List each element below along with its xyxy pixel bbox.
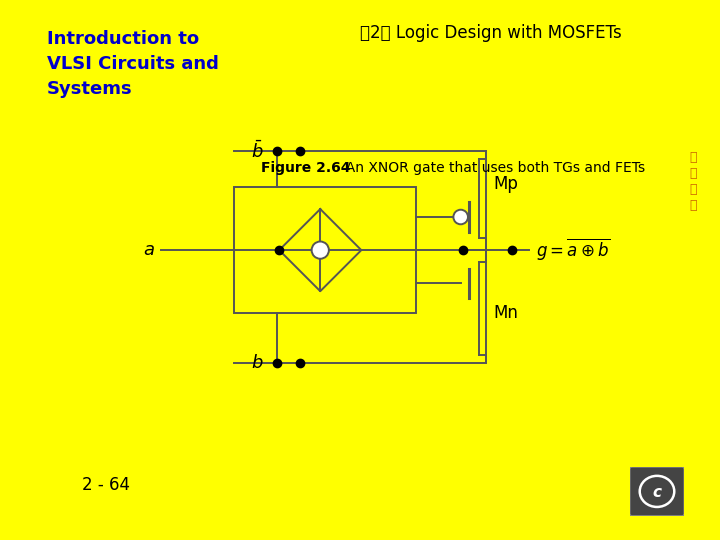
- Text: 抄
錄
圖
解: 抄 錄 圖 解: [689, 151, 696, 212]
- Bar: [234, 187, 416, 313]
- Text: $g = \overline{a \oplus b}$: $g = \overline{a \oplus b}$: [536, 237, 610, 263]
- Text: $b$: $b$: [251, 354, 264, 372]
- Text: $\bar{b}$: $\bar{b}$: [251, 140, 264, 161]
- Text: 2 - 64: 2 - 64: [82, 476, 130, 494]
- Text: Mn: Mn: [494, 304, 518, 322]
- Circle shape: [312, 241, 329, 259]
- FancyBboxPatch shape: [629, 467, 685, 516]
- Text: An XNOR gate that uses both TGs and FETs: An XNOR gate that uses both TGs and FETs: [337, 161, 645, 175]
- Text: Figure 2.64: Figure 2.64: [261, 161, 350, 175]
- Text: c: c: [652, 485, 662, 500]
- Circle shape: [454, 210, 468, 224]
- Text: $a$: $a$: [143, 241, 155, 259]
- Text: 第2章 Logic Design with MOSFETs: 第2章 Logic Design with MOSFETs: [360, 24, 622, 42]
- Text: Mp: Mp: [494, 175, 518, 193]
- Text: Introduction to
VLSI Circuits and
Systems: Introduction to VLSI Circuits and System…: [47, 30, 219, 98]
